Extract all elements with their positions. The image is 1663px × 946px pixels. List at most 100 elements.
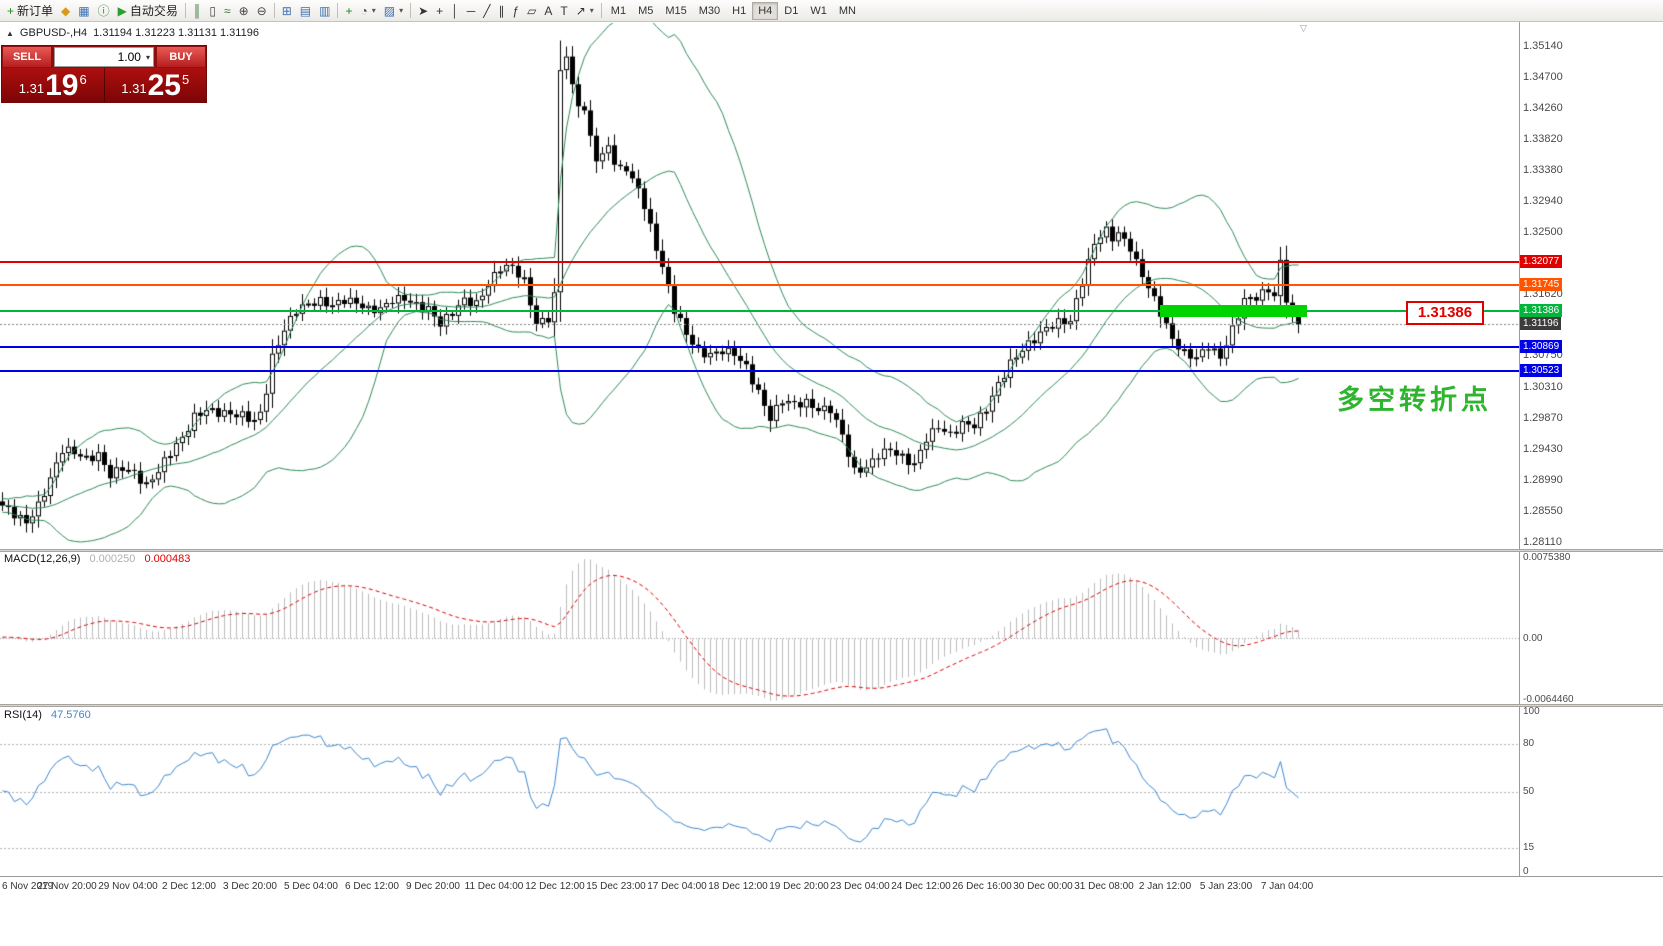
zoom-out-icon[interactable]: ⊖: [253, 1, 271, 21]
price-axis-label: 1.28990: [1523, 473, 1563, 486]
vertical-line-icon[interactable]: │: [447, 1, 463, 21]
pane-divider-rsi[interactable]: [0, 704, 1663, 707]
volume-field[interactable]: 1.00 ▾: [54, 47, 154, 67]
indicators-icon-glyph: +: [345, 3, 353, 18]
volume-value: 1.00: [117, 50, 141, 64]
indicators-icon[interactable]: +: [341, 1, 356, 21]
price-axis-label: 1.32940: [1523, 195, 1563, 208]
dropdown-caret-icon: ▾: [371, 6, 376, 15]
tile-windows-icon[interactable]: ⊞: [278, 1, 296, 21]
price-axis-label: 1.33820: [1523, 133, 1563, 146]
time-axis-label: 27 Nov 20:00: [37, 881, 97, 892]
periods-icon[interactable]: ◔ ▾: [356, 1, 379, 21]
metaeditor-icon[interactable]: ◆: [57, 1, 74, 21]
timeframe-m30[interactable]: M30: [693, 2, 726, 20]
macd-main-value: 0.000250: [89, 553, 136, 565]
time-axis-label: 2 Dec 12:00: [162, 881, 216, 892]
fibonacci-icon[interactable]: ƒ: [508, 1, 523, 21]
price-axis[interactable]: [1519, 22, 1663, 876]
candlestick-chart-icon[interactable]: ▯: [205, 1, 220, 21]
price-axis-label: 1.34260: [1523, 102, 1563, 115]
toolbar-separator: [184, 3, 186, 18]
time-axis-label: 23 Dec 04:00: [830, 881, 890, 892]
pivot-line[interactable]: [0, 310, 1519, 312]
time-axis-label: 11 Dec 04:00: [464, 881, 524, 892]
new-order-button[interactable]: + 新订单: [3, 1, 57, 21]
dropdown-caret-icon: ▾: [399, 6, 404, 15]
price-axis-label: 1.28110: [1523, 535, 1562, 548]
horizontal-line-icon[interactable]: ─: [463, 1, 480, 21]
timeframe-w1-label: W1: [810, 4, 827, 17]
sell-price-int: 1.31: [18, 81, 45, 96]
time-axis-label: 12 Dec 12:00: [525, 881, 585, 892]
trendline-icon[interactable]: ╱: [479, 1, 494, 21]
new-order-button-glyph: +: [7, 3, 15, 18]
channel-icon-glyph: ∥: [498, 3, 505, 18]
time-axis-label: 17 Dec 04:00: [647, 881, 707, 892]
channel-icon[interactable]: ∥: [494, 1, 508, 21]
timeframe-mn[interactable]: MN: [833, 2, 862, 20]
support-line-2[interactable]: [0, 370, 1519, 372]
arrows-icon[interactable]: ↗ ▾: [572, 1, 598, 21]
text-icon[interactable]: A: [540, 1, 556, 21]
timeframe-m1[interactable]: M1: [605, 2, 632, 20]
timeframe-h1[interactable]: H1: [726, 2, 752, 20]
macd-signal-value: 0.000483: [144, 553, 191, 565]
chart-header: ▲ GBPUSD-,H4 1.31194 1.31223 1.31131 1.3…: [6, 27, 259, 39]
charts-grid-icon[interactable]: ▦: [74, 1, 93, 21]
bar-chart-icon[interactable]: ║: [189, 1, 206, 21]
auto-trading-button[interactable]: ▶ 自动交易: [114, 1, 182, 21]
time-axis[interactable]: 6 Nov 2019 27 Nov 20:00 29 Nov 04:00 2 Dec …: [0, 876, 1663, 946]
resistance-line-2[interactable]: [0, 284, 1519, 286]
zoom-in-icon[interactable]: ⊕: [235, 1, 253, 21]
new-order-button-label: 新订单: [17, 4, 54, 18]
sell-button[interactable]: SELL: [2, 46, 52, 68]
support-line-1[interactable]: [0, 346, 1519, 348]
bar-chart-icon-glyph: ║: [192, 3, 202, 18]
chart-shift-marker-icon[interactable]: ▽: [1300, 23, 1307, 33]
price-tag: 1.31196: [1520, 317, 1562, 330]
sell-price-display[interactable]: 1.31 19 6: [2, 68, 105, 102]
buy-price-display[interactable]: 1.31 25 5: [105, 68, 207, 102]
shapes-icon[interactable]: ▱: [523, 1, 540, 21]
price-tag: 1.30869: [1520, 340, 1563, 353]
price-callout[interactable]: 1.31386: [1406, 301, 1484, 325]
tile-windows-icon-glyph: ⊞: [281, 3, 292, 18]
info-icon[interactable]: ⓘ: [94, 1, 114, 21]
line-chart-icon[interactable]: ≈: [220, 1, 235, 21]
text-label-icon-glyph: T: [560, 3, 568, 18]
price-tag: 1.31745: [1520, 278, 1563, 291]
text-label-icon[interactable]: T: [556, 1, 571, 21]
line-chart-icon-glyph: ≈: [224, 3, 231, 18]
resistance-line-1[interactable]: [0, 261, 1519, 263]
timeframe-d1[interactable]: D1: [778, 2, 804, 20]
templates-icon[interactable]: ▨ ▾: [380, 1, 407, 21]
charts-grid-icon-glyph: ▦: [78, 3, 90, 18]
pane-divider-macd[interactable]: [0, 549, 1663, 552]
cursor-icon[interactable]: ➤: [414, 1, 432, 21]
time-axis-label: 19 Dec 20:00: [769, 881, 829, 892]
cascade-windows-icon[interactable]: ▤: [296, 1, 315, 21]
volume-dropdown-icon[interactable]: ▾: [145, 52, 150, 62]
pivot-zone-rectangle[interactable]: [1160, 305, 1307, 317]
crosshair-icon[interactable]: +: [432, 1, 447, 21]
trendline-icon-glyph: ╱: [483, 3, 491, 18]
pivot-annotation-text[interactable]: 多空转折点: [1337, 385, 1492, 415]
buy-button[interactable]: BUY: [156, 46, 206, 68]
time-axis-label: 15 Dec 23:00: [586, 881, 646, 892]
price-axis-label: 1.35140: [1523, 40, 1563, 52]
timeframe-w1[interactable]: W1: [804, 2, 833, 20]
arrange-windows-icon[interactable]: ▥: [315, 1, 334, 21]
chart-ohlc-values: 1.31194 1.31223 1.31131 1.31196: [93, 27, 259, 39]
rsi-scale-label: 100: [1523, 706, 1540, 717]
macd-scale-max: 0.0075380: [1523, 552, 1571, 563]
timeframe-m5[interactable]: M5: [632, 2, 659, 20]
time-axis-label: 3 Dec 20:00: [223, 881, 277, 892]
timeframe-m15[interactable]: M15: [659, 2, 692, 20]
sell-price-pip: 6: [79, 72, 87, 87]
arrange-windows-icon-glyph: ▥: [319, 3, 331, 18]
rsi-scale-label: 0: [1523, 866, 1529, 877]
timeframe-h4[interactable]: H4: [752, 1, 779, 20]
price-axis-label: 1.32500: [1523, 226, 1563, 239]
